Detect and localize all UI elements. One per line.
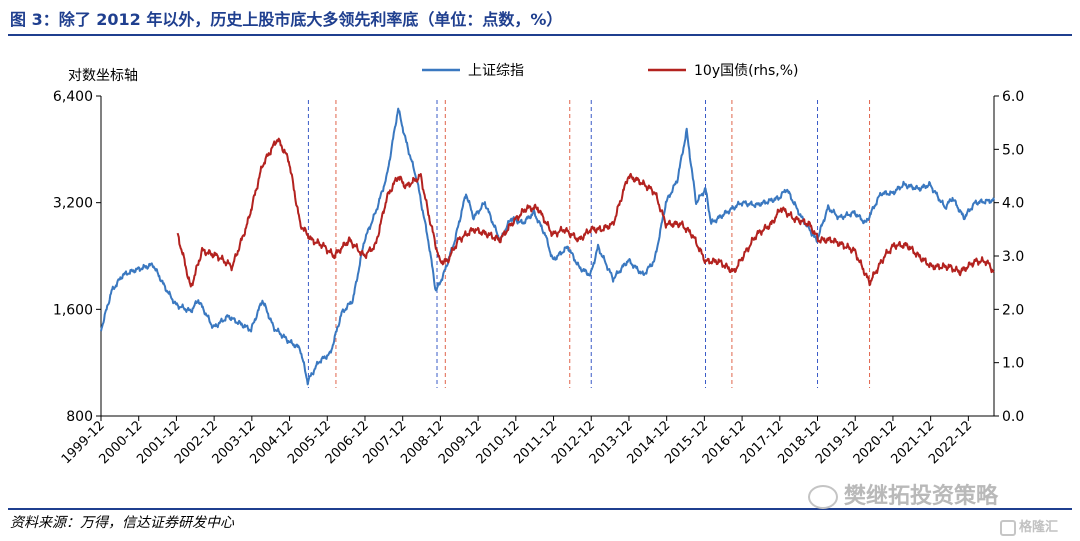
chart-legend: 上证综指 10y国债(rhs,%): [422, 63, 798, 79]
y-left-tick-label: 800: [66, 409, 93, 425]
footer-divider: [8, 508, 1072, 510]
chart-title: 图 3：除了 2012 年以外，历史上股市底大多领先利率底（单位：点数，%）: [10, 10, 563, 29]
y-right-tick-label: 1.0: [1002, 356, 1024, 372]
y-left-tick-label: 6,400: [53, 89, 93, 105]
y-right-tick-label: 5.0: [1002, 142, 1024, 158]
source-note: 资料来源：万得，信达证券研发中心: [10, 515, 234, 531]
y-left-tick-label: 1,600: [53, 302, 93, 318]
y-right-tick-label: 4.0: [1002, 196, 1024, 212]
title-divider: [8, 34, 1072, 36]
watermark-text: 樊继拓投资策略: [844, 484, 999, 509]
brand-text: 格隆汇: [1019, 520, 1059, 535]
brand-icon: [1000, 519, 1016, 536]
y-left-axis-label: 对数坐标轴: [68, 68, 138, 84]
watermark: 樊继拓投资策略: [808, 478, 998, 510]
brand-logo: 格隆汇: [1000, 516, 1058, 536]
y-right-tick-label: 2.0: [1002, 302, 1024, 318]
y-right-tick-label: 0.0: [1002, 409, 1024, 425]
legend-label: 10y国债(rhs,%): [694, 63, 798, 79]
series-line-shanghai-composite: [100, 107, 995, 386]
y-left-tick-label: 3,200: [53, 196, 93, 212]
legend-label: 上证综指: [468, 63, 524, 79]
series-line-10y-bond: [176, 137, 995, 288]
wechat-icon: [808, 485, 838, 509]
bottom-marker-lines: [307, 100, 871, 388]
y-right-tick-label: 3.0: [1002, 249, 1024, 265]
series-lines: [100, 107, 995, 386]
y-right-tick-label: 6.0: [1002, 89, 1024, 105]
